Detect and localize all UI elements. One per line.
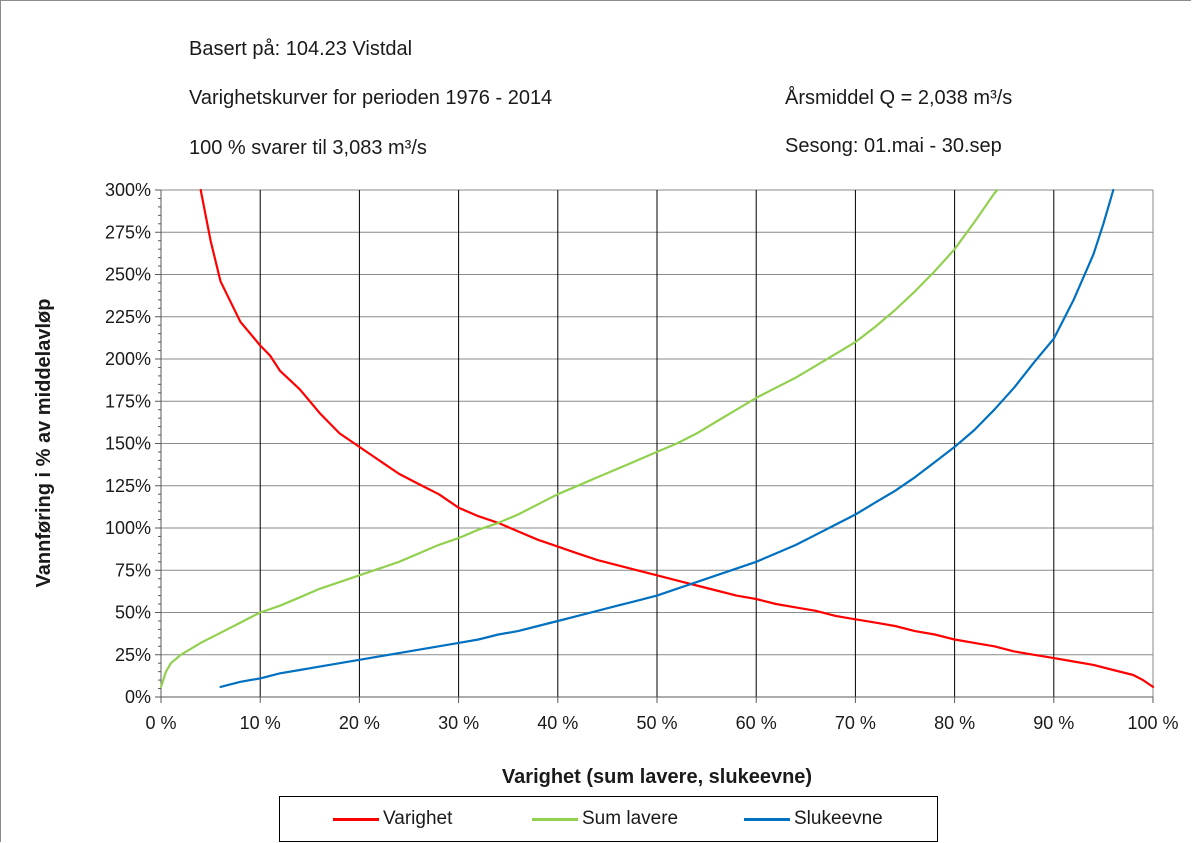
reference-text: 100 % svarer til 3,083 m³/s — [189, 137, 427, 159]
legend-swatch-slukeevne — [744, 817, 790, 821]
season-text: Sesong: 01.mai - 30.sep — [785, 135, 1002, 157]
series-lines — [159, 188, 1155, 688]
y-tick-label: 250% — [105, 265, 151, 285]
y-tick-label: 25% — [115, 645, 151, 665]
legend: Varighet Sum lavere Slukeevne — [279, 796, 938, 842]
x-tick-label: 80 % — [934, 713, 975, 733]
y-tick-label: 125% — [105, 476, 151, 496]
x-axis-title: Varighet (sum lavere, slukeevne) — [502, 766, 812, 788]
y-tick-label: 100% — [105, 518, 151, 538]
y-tick-label: 225% — [105, 307, 151, 327]
legend-item-slukeevne: Slukeevne — [744, 797, 883, 841]
legend-swatch-varighet — [333, 817, 379, 821]
y-tick-label: 300% — [105, 180, 151, 200]
x-tick-label: 0 % — [145, 713, 176, 733]
x-tick-label: 20 % — [339, 713, 380, 733]
y-tick-label: 200% — [105, 349, 151, 369]
x-tick-label: 10 % — [240, 713, 281, 733]
based-on-text: Basert på: 104.23 Vistdal — [189, 38, 413, 60]
series-line-sum-lavere — [159, 188, 999, 688]
x-tick-label: 50 % — [636, 713, 677, 733]
y-tick-label: 0% — [125, 687, 151, 707]
x-tick-label: 90 % — [1033, 713, 1074, 733]
y-tick-label: 275% — [105, 222, 151, 242]
legend-swatch-sum-lavere — [532, 817, 578, 821]
y-axis-title: Vannføring i % av middelavløp — [33, 299, 55, 588]
annual-mean-text: Årsmiddel Q = 2,038 m³/s — [785, 87, 1013, 109]
series-line-slukeevne — [219, 188, 1115, 688]
tick-labels: 0% 25% 50% 75% 100% 125% 150% 175% 200% 225% 250% 2… — [105, 180, 1179, 733]
x-tick-label: 100 % — [1127, 713, 1178, 733]
legend-item-varighet: Varighet — [333, 797, 452, 841]
series-line-varighet — [199, 188, 1155, 688]
legend-label-varighet: Varighet — [383, 808, 453, 829]
x-tick-label: 40 % — [537, 713, 578, 733]
y-tick-label: 150% — [105, 434, 151, 454]
x-tick-label: 60 % — [736, 713, 777, 733]
y-tick-label: 175% — [105, 391, 151, 411]
legend-item-sum-lavere: Sum lavere — [532, 797, 678, 841]
x-tick-label: 70 % — [835, 713, 876, 733]
grid — [161, 189, 1154, 697]
legend-label-sum-lavere: Sum lavere — [582, 808, 679, 829]
axes — [155, 189, 1154, 703]
y-tick-label: 50% — [115, 603, 151, 623]
x-tick-label: 30 % — [438, 713, 479, 733]
period-text: Varighetskurver for perioden 1976 - 2014 — [189, 87, 553, 109]
y-tick-label: 75% — [115, 560, 151, 580]
legend-label-slukeevne: Slukeevne — [794, 808, 883, 829]
